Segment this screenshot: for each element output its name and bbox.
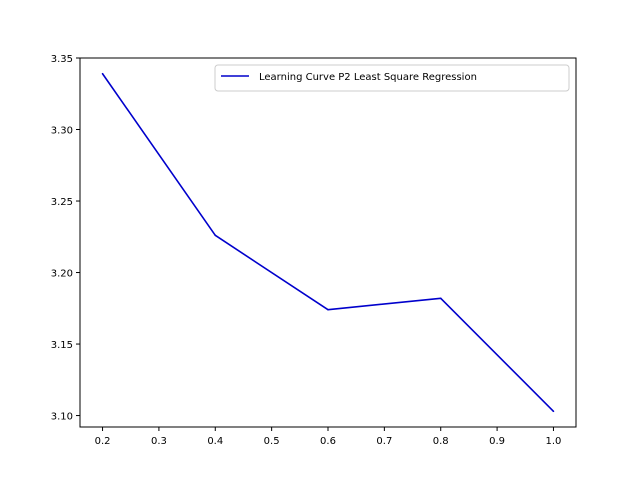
x-tick-label: 0.3 — [151, 436, 167, 447]
x-tick-label: 0.2 — [95, 436, 111, 447]
y-tick-label: 3.15 — [51, 340, 73, 351]
plot-lines — [101, 72, 555, 413]
legend-label: Learning Curve P2 Least Square Regressio… — [259, 72, 477, 83]
y-axis-ticks: 3.10 3.15 3.20 3.25 3.30 3.35 — [51, 54, 80, 423]
data-point — [214, 234, 217, 237]
y-tick-label: 3.20 — [51, 269, 73, 280]
x-tick-label: 1.0 — [546, 436, 562, 447]
x-tick-label: 0.5 — [264, 436, 280, 447]
x-axis-ticks: 0.2 0.3 0.4 0.5 0.6 0.7 0.8 0.9 1.0 — [95, 427, 562, 447]
data-point — [552, 410, 555, 413]
y-tick-label: 3.10 — [51, 412, 73, 423]
data-point — [327, 308, 329, 311]
x-tick-label: 0.6 — [320, 436, 336, 447]
data-point — [439, 297, 442, 300]
x-tick-label: 0.8 — [433, 436, 449, 447]
plot-area-frame — [79, 57, 577, 428]
x-tick-label: 0.7 — [376, 436, 392, 447]
y-tick-label: 3.30 — [51, 126, 73, 137]
legend-box — [214, 64, 570, 92]
data-point — [101, 72, 104, 75]
y-tick-label: 3.25 — [51, 197, 73, 208]
x-tick-label: 0.9 — [489, 436, 505, 447]
y-tick-label: 3.35 — [51, 54, 73, 65]
legend: Learning Curve P2 Least Square Regressio… — [214, 64, 570, 92]
x-tick-label: 0.4 — [207, 436, 223, 447]
